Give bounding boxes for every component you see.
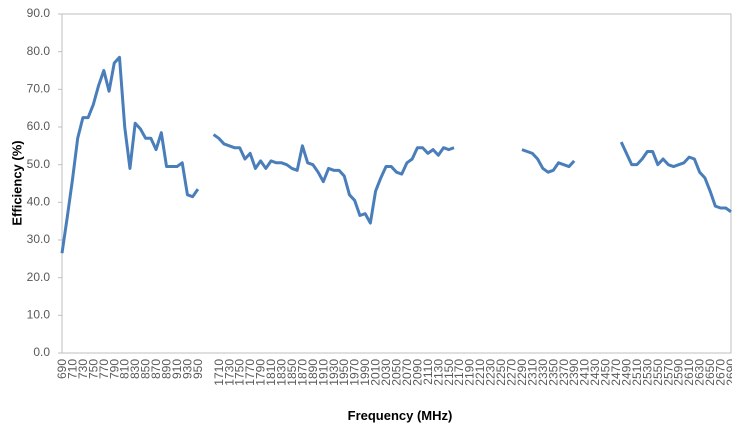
x-tick-label: 2110: [421, 359, 435, 385]
x-tick-label: 2070: [400, 359, 414, 386]
x-tick-label: 2650: [703, 359, 717, 386]
x-tick-label: 2130: [431, 359, 445, 386]
x-tick-label: 2150: [442, 359, 456, 386]
x-tick-label: 2670: [714, 359, 728, 386]
x-tick-label: 2350: [546, 359, 560, 386]
x-tick-label: 2170: [452, 359, 466, 386]
data-line: [212, 133, 455, 225]
x-tick-label: 1830: [275, 359, 289, 386]
x-tick-label: 750: [86, 359, 100, 379]
x-tick-label: 1730: [222, 359, 236, 386]
x-tick-label: 890: [160, 359, 174, 379]
y-tick-label: 40.0: [27, 195, 51, 209]
x-tick-label: 2190: [463, 359, 477, 386]
y-tick-label: 0.0: [33, 345, 50, 359]
x-tick-label: 2430: [588, 359, 602, 386]
x-tick-label: 1750: [233, 359, 247, 386]
y-axis-label: Efficiency (%): [9, 140, 24, 225]
x-tick-label: 1710: [212, 359, 226, 386]
x-axis-label: Frequency (MHz): [348, 408, 453, 423]
x-tick-label: 1910: [316, 359, 330, 386]
x-tick-label: 2310: [525, 359, 539, 386]
x-tick-label: 930: [180, 359, 194, 379]
x-tick-label: 1890: [306, 359, 320, 386]
x-tick-label: 730: [76, 359, 90, 379]
y-tick-label: 60.0: [27, 119, 51, 133]
x-tick-label: 910: [170, 359, 184, 379]
data-line: [60, 55, 200, 254]
x-tick-label: 690: [55, 359, 69, 379]
x-tick-label: 810: [118, 359, 132, 379]
data-line: [521, 148, 576, 174]
x-tick-label: 870: [149, 359, 163, 379]
x-tick-label: 2610: [682, 359, 696, 386]
x-tick-label: 2210: [473, 359, 487, 386]
x-tick-label: 2470: [609, 359, 623, 386]
x-tick-label: 1770: [243, 359, 257, 386]
x-tick-label: 2530: [640, 359, 654, 386]
x-tick-label: 2690: [724, 359, 732, 386]
y-tick-label: 70.0: [27, 82, 51, 96]
x-tick-label: 2230: [484, 359, 498, 386]
x-tick-label: 710: [65, 359, 79, 379]
x-tick-label: 2290: [515, 359, 529, 386]
x-tick-label: 2370: [557, 359, 571, 386]
x-tick-label: 2590: [672, 359, 686, 386]
x-tick-label: 770: [97, 359, 111, 379]
x-tick-label: 1930: [327, 359, 341, 386]
y-tick-label: 50.0: [27, 157, 51, 171]
y-tick-label: 20.0: [27, 270, 51, 284]
y-tick-label: 90.0: [27, 6, 51, 20]
x-tick-label: 2410: [578, 359, 592, 386]
y-tick-label: 80.0: [27, 44, 51, 58]
x-tick-label: 950: [191, 359, 205, 379]
x-tick-label: 1790: [254, 359, 268, 386]
x-tick-label: 850: [139, 359, 153, 379]
x-tick-label: 2270: [504, 359, 518, 386]
x-tick-label: 2490: [619, 359, 633, 386]
x-tick-label: 1870: [295, 359, 309, 386]
x-tick-label: 2550: [651, 359, 665, 386]
x-tick-label: 2030: [379, 359, 393, 386]
y-tick-label: 10.0: [27, 308, 51, 322]
x-tick-label: 2330: [536, 359, 550, 386]
x-tick-label: 1990: [358, 359, 372, 386]
x-tick-label: 830: [128, 359, 142, 379]
x-tick-label: 1970: [348, 359, 362, 386]
x-tick-label: 2250: [494, 359, 508, 386]
plot-frame: [61, 13, 732, 354]
x-tick-label: 1810: [264, 359, 278, 386]
x-tick-label: 2010: [369, 359, 383, 386]
x-tick-label: 2570: [661, 359, 675, 386]
data-line: [619, 141, 732, 213]
x-tick-label: 1950: [337, 359, 351, 386]
x-tick-label: 2090: [410, 359, 424, 386]
x-tick-label: 1850: [285, 359, 299, 386]
x-tick-label: 790: [107, 359, 121, 379]
x-tick-label: 2050: [390, 359, 404, 386]
x-tick-label: 2630: [693, 359, 707, 386]
x-tick-label: 2510: [630, 359, 644, 386]
x-tick-label: 2450: [599, 359, 613, 386]
x-tick-label: 2390: [567, 359, 581, 386]
y-tick-label: 30.0: [27, 232, 51, 246]
